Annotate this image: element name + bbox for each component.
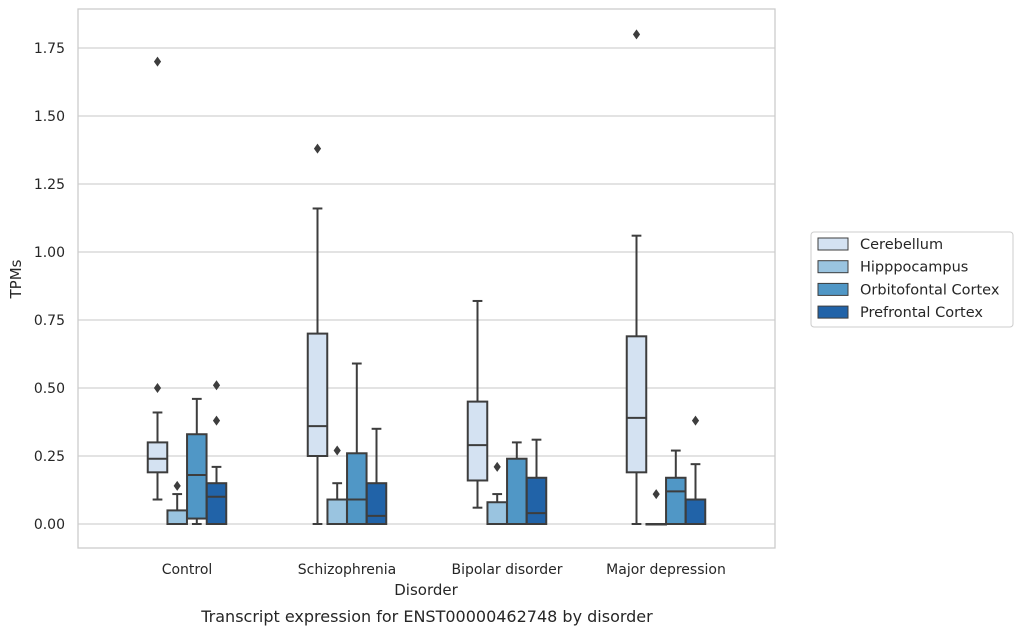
box-iqr: [146, 441, 169, 474]
outlier-point: [632, 29, 641, 40]
box-iqr: [486, 501, 508, 525]
box-iqr: [346, 452, 368, 525]
y-tick-label: 0.25: [34, 449, 65, 465]
grid-lines: [78, 47, 775, 525]
box-hipppocampus: [326, 445, 348, 525]
figure-caption: Transcript expression for ENST0000046274…: [200, 607, 653, 626]
box-hipppocampus: [486, 461, 508, 525]
box-prefrontal-cortex: [525, 438, 548, 526]
plot-frame: [77, 8, 776, 549]
box-prefrontal-cortex: [365, 427, 388, 526]
box-orbitofontal-cortex: [665, 449, 687, 526]
box-iqr: [506, 457, 528, 525]
y-tick-labels: 0.00 0.25 0.50 0.75 1.00 1.25 1.50 1.75: [34, 41, 65, 533]
box-cerebellum: [306, 143, 329, 525]
outlier-point: [153, 56, 162, 67]
outlier-point: [173, 480, 181, 491]
box-iqr: [684, 498, 707, 525]
outlier-point: [212, 415, 221, 426]
box-hipppocampus: [645, 489, 667, 526]
outlier-point: [153, 383, 162, 393]
y-tick-label: 0.00: [34, 517, 65, 533]
box-iqr: [326, 498, 348, 525]
outlier-point: [313, 143, 322, 154]
y-tick-label: 1.75: [34, 41, 65, 57]
outlier-point: [691, 415, 700, 426]
box-orbitofontal-cortex: [186, 397, 208, 525]
y-tick-label: 0.50: [34, 381, 65, 397]
y-tick-label: 1.00: [34, 245, 65, 261]
outlier-point: [652, 489, 660, 500]
box-iqr: [306, 332, 329, 458]
legend-swatch: [817, 237, 849, 251]
x-tick-label: Control: [162, 562, 213, 578]
box-cerebellum: [625, 29, 648, 525]
box-iqr: [205, 482, 228, 526]
legend-label: Orbitofontal Cortex: [860, 282, 1000, 298]
x-axis-label: Disorder: [394, 581, 458, 599]
legend-label: Hipppocampus: [860, 260, 968, 276]
x-tick-label: Bipolar disorder: [451, 562, 562, 578]
legend-swatch: [817, 260, 849, 274]
outlier-point: [212, 380, 221, 391]
box-iqr: [186, 433, 208, 520]
x-tick-label: Schizophrenia: [298, 562, 396, 578]
box-series: [146, 29, 707, 526]
box-orbitofontal-cortex: [506, 441, 528, 525]
x-tick-label: Major depression: [606, 562, 726, 578]
outlier-point: [333, 445, 341, 456]
legend-label: Cerebellum: [860, 237, 943, 253]
box-hipppocampus: [166, 480, 188, 525]
y-axis-label: TPMs: [7, 259, 25, 299]
box-iqr: [665, 476, 687, 526]
box-iqr: [365, 482, 388, 526]
box-orbitofontal-cortex: [346, 362, 368, 525]
box-iqr: [525, 476, 548, 526]
legend-swatch: [817, 305, 849, 319]
y-tick-label: 1.50: [34, 109, 65, 125]
box-cerebellum: [466, 299, 489, 509]
box-iqr: [625, 335, 648, 474]
x-tick-labels: Control Schizophrenia Bipolar disorder Majo…: [162, 562, 726, 578]
box-cerebellum: [146, 56, 169, 501]
legend-swatch: [817, 282, 849, 296]
y-tick-label: 1.25: [34, 177, 65, 193]
legend-label: Prefrontal Cortex: [860, 305, 983, 321]
box-iqr: [466, 400, 489, 482]
box-iqr: [166, 509, 188, 525]
y-tick-label: 0.75: [34, 313, 65, 329]
box-prefrontal-cortex: [684, 415, 707, 525]
box-prefrontal-cortex: [205, 380, 228, 526]
outlier-point: [493, 461, 501, 472]
legend-frame: [810, 231, 1014, 328]
legend: Cerebellum Hipppocampus Orbitofontal Corte…: [810, 231, 1014, 328]
